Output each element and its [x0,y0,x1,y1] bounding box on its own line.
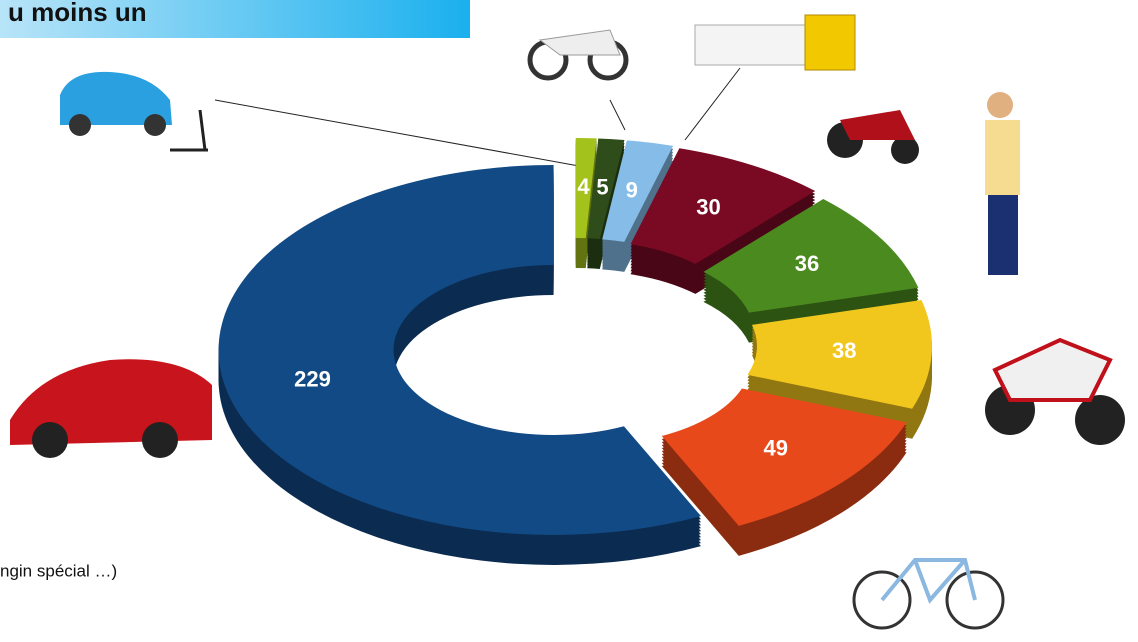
value-label: 38 [832,338,856,363]
chart-title: u moins un [8,0,147,27]
value-label: 49 [764,436,788,461]
slice [218,164,701,535]
title-banner [0,0,470,38]
slice [587,138,625,239]
value-label: 229 [294,366,331,391]
slice [602,140,674,242]
value-label: 5 [596,175,608,200]
value-label: 4 [577,174,590,199]
value-label: 36 [795,251,819,276]
note: ngin spécial …) [0,561,117,580]
slice [661,388,907,526]
slice [575,138,597,239]
value-label: 9 [626,177,638,202]
value-label: 30 [696,194,720,219]
slice [630,148,816,264]
icons [10,14,1125,630]
slice [703,198,919,313]
slice [747,300,932,409]
